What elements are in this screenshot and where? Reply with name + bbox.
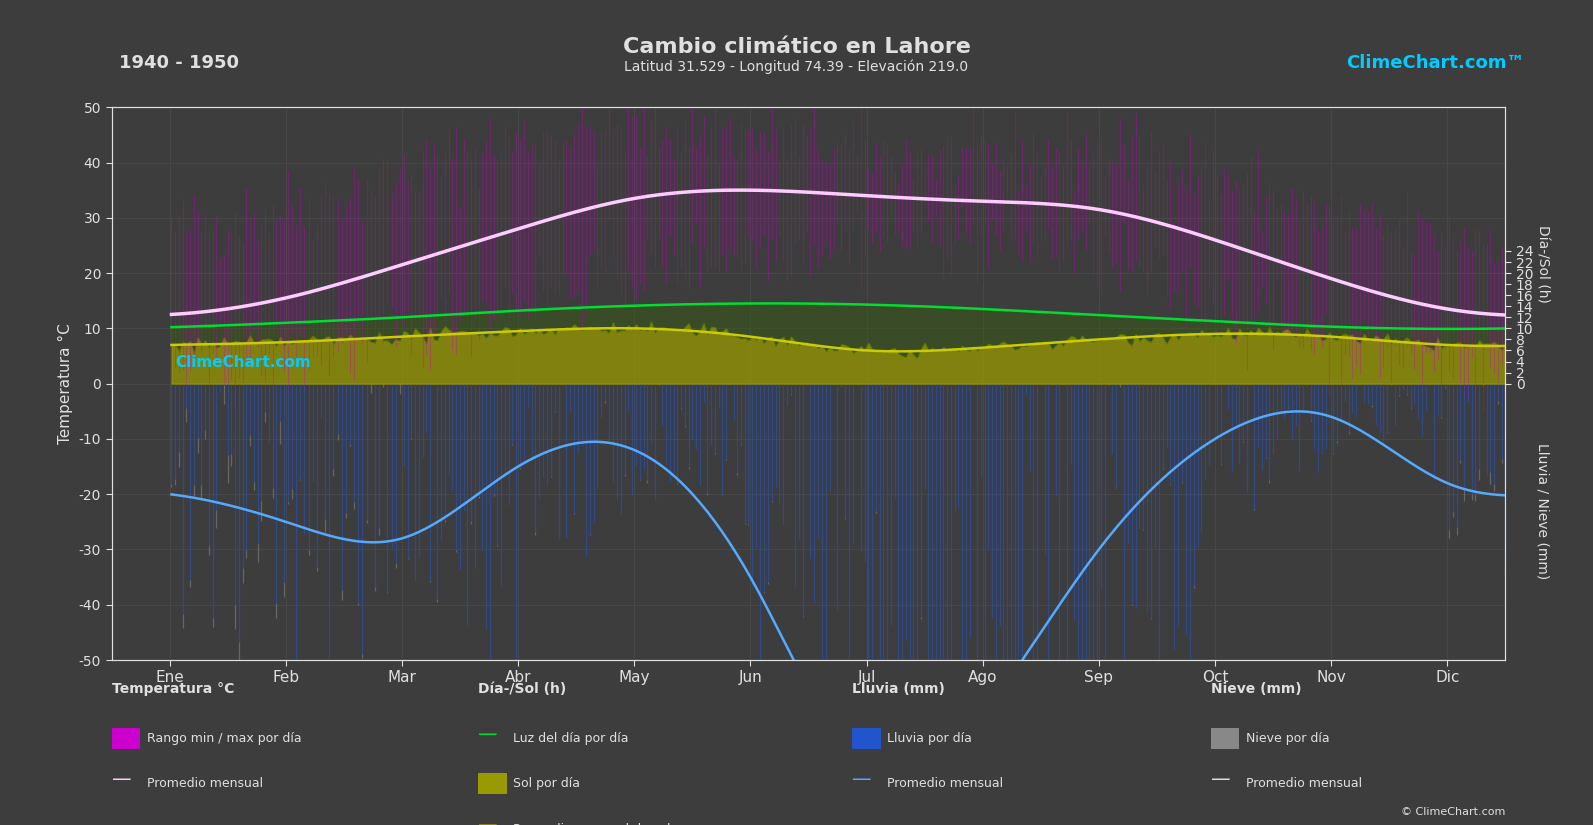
Text: © ClimeChart.com: © ClimeChart.com [1400, 807, 1505, 817]
Text: Sol por día: Sol por día [513, 777, 580, 790]
Text: ClimeChart.com™: ClimeChart.com™ [1346, 54, 1525, 72]
Text: ClimeChart.com: ClimeChart.com [175, 355, 311, 370]
Text: Promedio mensual: Promedio mensual [887, 777, 1004, 790]
Text: Día-/Sol (h): Día-/Sol (h) [1536, 225, 1548, 303]
Text: Promedio mensual: Promedio mensual [1246, 777, 1362, 790]
Text: Rango min / max por día: Rango min / max por día [147, 732, 301, 745]
Text: Nieve (mm): Nieve (mm) [1211, 682, 1301, 696]
Text: Temperatura °C: Temperatura °C [112, 682, 234, 696]
Text: Luz del día por día: Luz del día por día [513, 732, 629, 745]
Text: Día-/Sol (h): Día-/Sol (h) [478, 682, 566, 696]
Text: Lluvia / Nieve (mm): Lluvia / Nieve (mm) [1536, 443, 1548, 580]
Y-axis label: Temperatura °C: Temperatura °C [57, 323, 73, 444]
Text: Cambio climático en Lahore: Cambio climático en Lahore [623, 37, 970, 57]
Text: Lluvia por día: Lluvia por día [887, 732, 972, 745]
Text: —: — [478, 815, 497, 825]
Text: —: — [1211, 770, 1230, 790]
Text: —: — [112, 770, 131, 790]
Text: —: — [478, 724, 497, 744]
Text: —: — [852, 770, 871, 790]
Text: 1940 - 1950: 1940 - 1950 [119, 54, 239, 72]
Text: Promedio mensual: Promedio mensual [147, 777, 263, 790]
Text: Promedio mensual de sol: Promedio mensual de sol [513, 823, 671, 825]
Text: Lluvia (mm): Lluvia (mm) [852, 682, 945, 696]
Text: Latitud 31.529 - Longitud 74.39 - Elevación 219.0: Latitud 31.529 - Longitud 74.39 - Elevac… [624, 59, 969, 74]
Text: Nieve por día: Nieve por día [1246, 732, 1329, 745]
